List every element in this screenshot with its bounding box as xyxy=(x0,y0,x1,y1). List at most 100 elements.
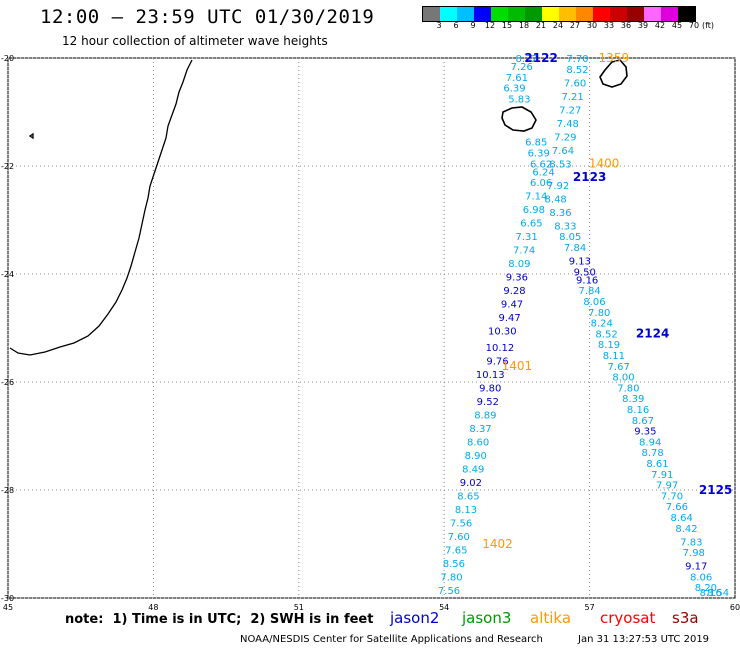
swh-value: 7.60 xyxy=(448,532,470,543)
longitude-label: 45 xyxy=(3,603,13,612)
colorbar-label: 3 xyxy=(436,21,442,30)
legend-altika: altika xyxy=(530,609,572,627)
colorbar-swatch xyxy=(525,7,542,21)
legend-jason3: jason3 xyxy=(462,609,512,627)
colorbar-swatch xyxy=(457,7,474,21)
swh-value: 7.84 xyxy=(564,243,586,254)
swh-value: 7.29 xyxy=(554,132,576,143)
pass-number: 2125 xyxy=(699,483,732,497)
colorbar-swatch xyxy=(508,7,525,21)
colorbar-swatch xyxy=(627,7,644,21)
swh-value: 7.21 xyxy=(562,92,584,103)
map-subtitle: 12 hour collection of altimeter wave hei… xyxy=(62,34,328,48)
coastlines xyxy=(9,59,628,356)
swh-value: 8.09 xyxy=(508,259,530,270)
swh-value: 8.61 xyxy=(646,459,668,470)
swh-value: 7.97 xyxy=(656,481,678,492)
latitude-label: -26 xyxy=(1,378,14,387)
colorbar-swatch xyxy=(542,7,559,21)
map-frame xyxy=(7,57,736,599)
swh-value: 9.80 xyxy=(479,383,501,394)
swh-value: 8.05 xyxy=(559,232,581,243)
swh-value: 7.31 xyxy=(515,232,537,243)
swh-value: 9.47 xyxy=(498,313,520,324)
colorbar-swatch xyxy=(491,7,508,21)
small-island xyxy=(28,132,34,140)
swh-value: 8.42 xyxy=(675,524,697,535)
madagascar-coast xyxy=(9,59,193,356)
swh-value: 8.89 xyxy=(474,410,496,421)
swh-value: 8.13 xyxy=(455,505,477,516)
swh-value: 6.39 xyxy=(528,149,550,160)
swh-value: 7.92 xyxy=(547,181,569,192)
swh-value: 5.83 xyxy=(508,95,530,106)
swh-value: 8.52 xyxy=(595,329,617,340)
colorbar-label: 33 xyxy=(603,21,615,30)
swh-value: 6.39 xyxy=(503,84,525,95)
colorbar-label: 36 xyxy=(620,21,632,30)
swh-value: 8.90 xyxy=(465,451,487,462)
swh-value: 8.60 xyxy=(467,437,489,448)
longitude-label: 54 xyxy=(439,603,449,612)
swh-value: 7.26 xyxy=(511,62,533,73)
swh-value: 9.35 xyxy=(634,427,656,438)
pass-number: 2124 xyxy=(636,326,669,340)
swh-value: 7.66 xyxy=(666,502,688,513)
generation-timestamp: Jan 31 13:27:53 UTC 2019 xyxy=(578,634,710,645)
swh-value: 6.98 xyxy=(523,205,545,216)
colorbar-swatch xyxy=(610,7,627,21)
swh-value: 7.60 xyxy=(564,78,586,89)
swh-value: 8.06 xyxy=(690,572,712,583)
swh-value: 7.74 xyxy=(513,246,535,257)
swh-value: 7.80 xyxy=(617,383,639,394)
swh-value: 6.24 xyxy=(532,167,554,178)
colorbar-label: 6 xyxy=(453,21,459,30)
swh-value: 7.64 xyxy=(552,146,574,157)
colorbar-swatch xyxy=(440,7,457,21)
colorbar-label: 18 xyxy=(518,21,530,30)
swh-value: 8.00 xyxy=(612,373,634,384)
colorbar-swatch xyxy=(559,7,576,21)
swh-value: 8.54 xyxy=(707,588,729,599)
latitude-label: -30 xyxy=(1,594,14,603)
time-label: 1401 xyxy=(502,359,533,373)
credit-text: NOAA/NESDIS Center for Satellite Applica… xyxy=(240,634,543,645)
swh-value: 7.91 xyxy=(651,470,673,481)
map-grid: 45 48 51 54 57 60 -20 -22 -24 -26 -28 -30 xyxy=(1,54,740,612)
swh-value: 8.52 xyxy=(566,65,588,76)
swh-value: 8.33 xyxy=(554,221,576,232)
colorbar-labels: 3 6 9 12 15 18 21 24 27 30 33 36 39 42 45 70 (ft) xyxy=(422,21,740,35)
colorbar-label: 42 xyxy=(654,21,666,30)
colorbar-swatch xyxy=(644,7,661,21)
longitude-label: 51 xyxy=(294,603,304,612)
swh-value: 8.48 xyxy=(545,194,567,205)
swh-value: 9.52 xyxy=(477,397,499,408)
colorbar-swatch xyxy=(423,7,440,21)
swh-value: 6.65 xyxy=(520,219,542,230)
swh-value: 8.78 xyxy=(641,448,663,459)
colorbar-label: 12 xyxy=(484,21,496,30)
swh-value: 8.24 xyxy=(591,319,613,330)
swh-value: 8.16 xyxy=(700,588,722,599)
colorbar-swatch xyxy=(661,7,678,21)
swh-value: 8.67 xyxy=(632,416,654,427)
swh-value: 9.47 xyxy=(501,300,523,311)
pass-number: 2123 xyxy=(573,170,606,184)
swh-value: 9.76 xyxy=(486,356,508,367)
swh-value: 10.13 xyxy=(476,370,505,381)
colorbar-label: 45 xyxy=(671,21,683,30)
pass-numbers: 2122 2123 2124 2125 xyxy=(524,51,732,497)
swh-value: 8.20 xyxy=(695,583,717,594)
swh-value: 8.32 xyxy=(515,54,537,65)
time-label: 1359 xyxy=(599,51,630,65)
swh-value: 8.37 xyxy=(469,424,491,435)
latitude-label: -24 xyxy=(1,270,14,279)
swh-value: 7.48 xyxy=(557,119,579,130)
colorbar-swatch xyxy=(576,7,593,21)
swh-value: 8.36 xyxy=(549,208,571,219)
swh-value: 8.39 xyxy=(622,394,644,405)
footer-note: note: 1) Time is in UTC; 2) SWH is in fe… xyxy=(65,612,374,627)
longitude-label: 60 xyxy=(730,603,740,612)
colorbar-label: 24 xyxy=(552,21,564,30)
colorbar-label: 9 xyxy=(470,21,476,30)
